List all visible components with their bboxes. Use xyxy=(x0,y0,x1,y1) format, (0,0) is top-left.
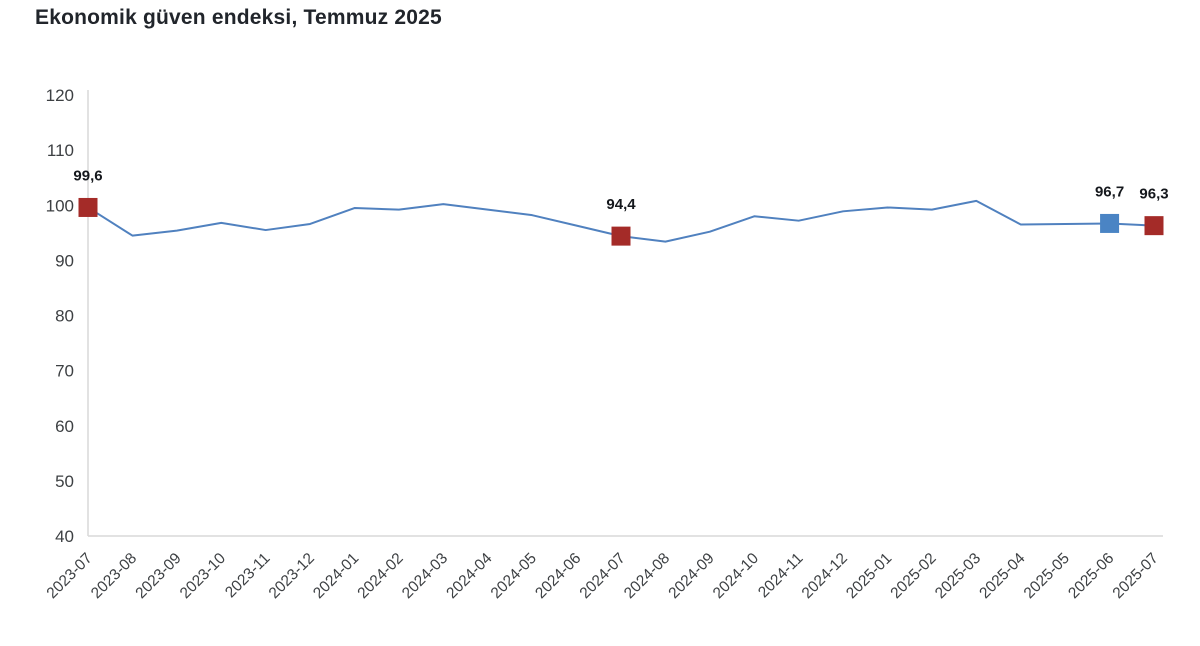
x-axis-tick-label: 2024-07 xyxy=(577,550,629,602)
y-axis-tick-label: 80 xyxy=(55,307,74,326)
x-axis-tick-label: 2025-03 xyxy=(932,550,984,602)
x-axis-tick-label: 2023-12 xyxy=(266,550,318,602)
highlight-value-label: 99,6 xyxy=(73,167,102,184)
x-axis-tick-label: 2024-09 xyxy=(665,550,717,602)
y-axis-tick-label: 100 xyxy=(46,196,74,215)
y-axis-tick-label: 60 xyxy=(55,417,74,436)
y-axis-tick-label: 70 xyxy=(55,362,74,381)
x-axis-tick-label: 2025-07 xyxy=(1110,550,1162,602)
y-axis-tick-label: 120 xyxy=(46,86,74,105)
x-axis-tick-label: 2024-10 xyxy=(710,550,763,603)
x-axis-tick-label: 2023-10 xyxy=(177,550,230,603)
x-axis-tick-label: 2024-02 xyxy=(354,550,406,602)
y-axis-tick-label: 110 xyxy=(47,141,74,160)
x-axis-tick-label: 2023-08 xyxy=(88,550,140,602)
x-axis-tick-label: 2024-11 xyxy=(755,550,806,601)
x-axis-tick-label: 2023-07 xyxy=(44,550,96,602)
y-axis-tick-label: 50 xyxy=(55,472,74,491)
highlight-value-label: 96,3 xyxy=(1139,186,1168,203)
y-axis-tick-label: 90 xyxy=(55,251,74,270)
x-axis-tick-label: 2024-05 xyxy=(488,550,540,602)
x-axis-tick-label: 2024-12 xyxy=(799,550,851,602)
highlight-marker xyxy=(1144,216,1164,236)
chart-title: Ekonomik güven endeksi, Temmuz 2025 xyxy=(35,6,442,29)
x-axis-tick-label: 2024-04 xyxy=(443,550,496,603)
x-axis-tick-label: 2023-09 xyxy=(132,550,184,602)
highlight-marker xyxy=(1100,213,1120,233)
x-axis-tick-label: 2025-05 xyxy=(1021,550,1073,602)
x-axis-tick-label: 2024-03 xyxy=(399,550,451,602)
highlight-value-label: 94,4 xyxy=(606,196,636,213)
highlight-marker xyxy=(78,197,98,217)
x-axis-tick-label: 2025-04 xyxy=(976,550,1029,603)
x-axis-tick-label: 2024-01 xyxy=(310,550,362,602)
x-axis-tick-label: 2025-06 xyxy=(1065,550,1117,602)
x-axis-tick-label: 2025-01 xyxy=(843,550,895,602)
x-axis-tick-label: 2024-06 xyxy=(532,550,584,602)
highlight-marker xyxy=(611,226,631,246)
x-axis-tick-label: 2024-08 xyxy=(621,550,673,602)
highlight-value-label: 96,7 xyxy=(1095,183,1124,200)
x-axis-tick-label: 2025-02 xyxy=(887,550,939,602)
y-axis-tick-label: 40 xyxy=(55,527,74,546)
x-axis-tick-label: 2023-11 xyxy=(222,550,273,601)
